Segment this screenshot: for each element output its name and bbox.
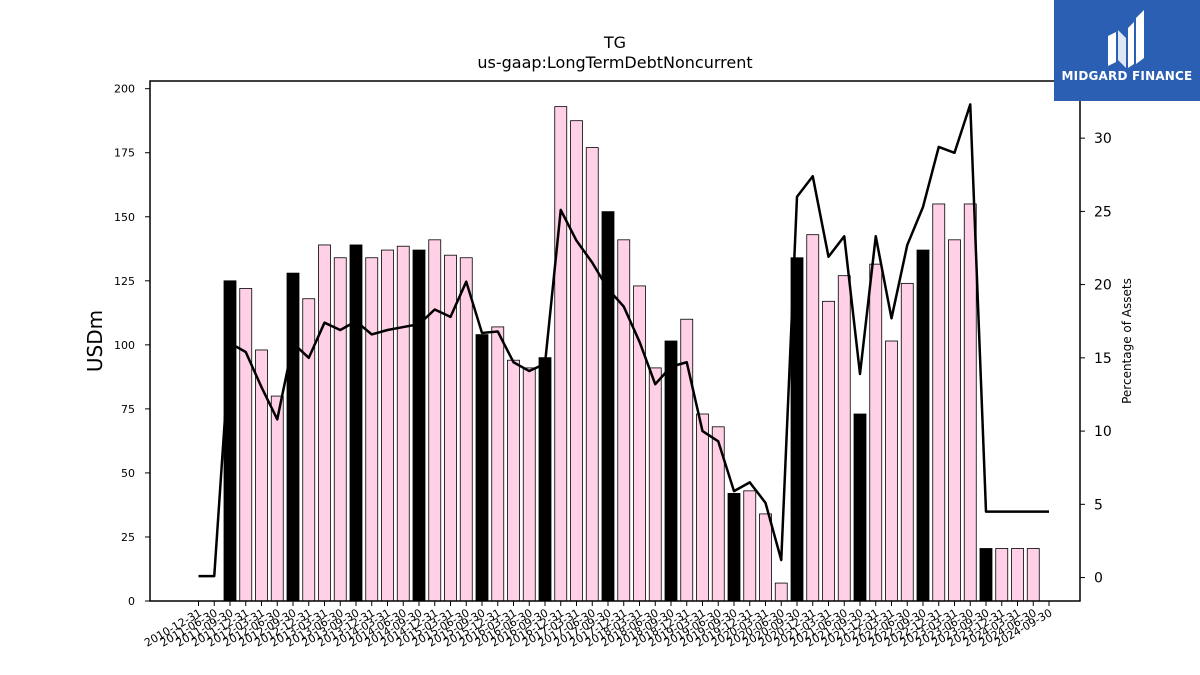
bar-2017-09-30 [601,211,615,602]
line-group [198,103,1049,578]
bar-2017-12-31 [617,239,631,602]
y-tick-label: 125 [114,275,135,288]
y-tick-label: 100 [114,339,135,352]
bar-2012-12-31 [302,298,316,602]
bar-2011-12-31 [239,288,253,602]
bar-2014-03-31 [381,249,394,602]
brand-name: MIDGARD FINANCE [1061,69,1193,83]
bar-2015-09-30 [475,334,489,602]
bar-2019-03-31 [696,413,709,602]
y2-tick-label: 0 [1094,571,1103,587]
bar-2017-06-30 [585,147,599,602]
y2-tick-label: 25 [1094,204,1112,220]
bar-2018-09-30 [664,340,678,602]
bar-2021-09-30 [853,413,867,602]
bar-2022-09-30 [916,249,930,602]
bar-2024-06-30 [1026,548,1040,602]
y-tick-label: 150 [114,211,135,224]
bar-2016-09-30 [538,357,552,602]
bar-2020-06-30 [774,582,788,602]
bar-2018-06-30 [648,367,662,602]
axes-group: 02550751001251501752000510152025302010-1… [114,80,1112,650]
bar-2023-06-30 [963,203,977,602]
bar-2024-03-31 [1011,548,1024,602]
bar-2023-12-31 [995,548,1009,602]
y2-tick-label: 15 [1094,351,1112,367]
y-tick-label: 75 [121,403,135,416]
bar-2023-09-30 [979,548,993,602]
y2-tick-label: 20 [1094,278,1112,294]
y-tick-label: 200 [114,83,135,96]
bar-2013-06-30 [333,257,347,602]
bar-2015-06-30 [459,257,473,602]
bar-2020-03-31 [759,513,772,602]
chart-title: TG [603,33,626,52]
plot-frame [149,80,1081,602]
bar-2021-03-31 [822,300,835,602]
bar-2014-09-30 [412,249,426,602]
bars-group [223,106,1040,602]
brand-logo: MIDGARD FINANCE [1054,0,1200,101]
bar-2022-06-30 [900,282,914,602]
y-tick-label: 50 [121,467,135,480]
y-tick-label: 175 [114,147,135,160]
y2-tick-label: 30 [1094,131,1112,147]
bar-2012-09-30 [286,272,300,602]
bar-2021-12-31 [869,263,883,602]
bar-2019-12-31 [743,490,757,602]
bar-2013-12-31 [365,257,379,602]
bar-2014-06-30 [396,245,410,602]
bar-2017-03-31 [570,120,583,602]
y-tick-label: 0 [128,595,135,608]
bar-2016-06-30 [522,367,536,602]
y2-tick-label: 5 [1094,497,1103,513]
bar-2015-12-31 [491,326,505,602]
bar-2012-06-30 [270,395,284,602]
bar-2014-12-31 [428,239,442,602]
bar-2016-03-31 [507,359,520,602]
brand-mark-icon [1108,10,1144,68]
pct-of-assets-line [198,103,1049,578]
bar-2011-09-30 [223,280,237,602]
bar-2013-09-30 [349,244,363,602]
bar-2019-09-30 [727,493,741,602]
bar-2022-12-31 [932,203,946,602]
bar-2013-03-31 [318,244,331,602]
bar-2023-03-31 [948,239,961,602]
y-axis-label: USDm [83,310,107,372]
bar-2021-06-30 [837,275,851,602]
y-tick-label: 25 [121,531,135,544]
y2-tick-label: 10 [1094,424,1112,440]
y2-axis-label: Percentage of Assets [1120,278,1134,404]
bar-2022-03-31 [885,340,898,602]
bar-2020-12-31 [806,234,820,602]
chart-subtitle: us-gaap:LongTermDebtNoncurrent [477,53,752,72]
bar-2016-12-31 [554,106,568,602]
